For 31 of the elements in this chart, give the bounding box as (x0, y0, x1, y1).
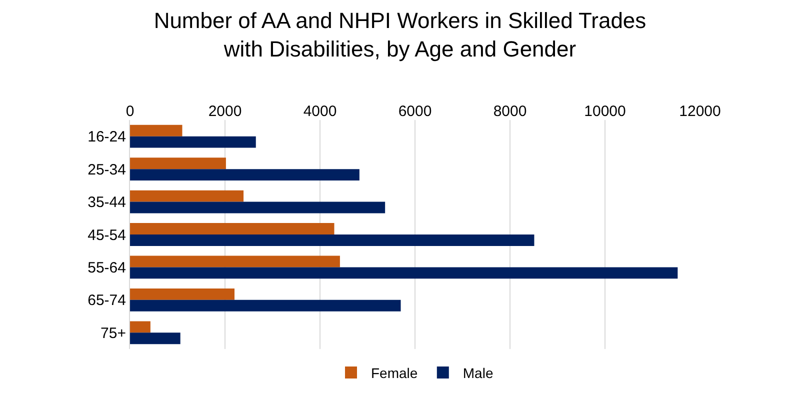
bar (130, 190, 244, 202)
x-tick-label: 0 (126, 103, 134, 120)
bar (130, 256, 340, 268)
y-tick-label: 35-44 (88, 194, 126, 212)
y-tick-label: 25-34 (88, 161, 126, 178)
y-tick-label: 16-24 (88, 128, 126, 146)
bar (130, 124, 182, 136)
bar (130, 158, 226, 170)
bar (130, 267, 678, 279)
bar (130, 300, 401, 312)
bar (130, 234, 534, 246)
bar (130, 332, 180, 344)
bar (130, 288, 234, 300)
bar (130, 202, 386, 214)
legend-label: Male (462, 364, 494, 381)
x-tick-label: 8000 (493, 103, 527, 120)
x-tick-label: 4000 (303, 103, 337, 120)
x-tick-label: 6000 (398, 103, 432, 120)
y-tick-label: 65-74 (88, 292, 126, 310)
bar (130, 169, 360, 181)
bar (130, 136, 256, 148)
x-tick-label: 2000 (208, 103, 242, 120)
y-tick-label: 75+ (100, 324, 126, 342)
legend-label: Female (371, 364, 418, 381)
x-tick-label: 10000 (584, 103, 626, 120)
bar (130, 223, 334, 234)
bar (130, 321, 150, 333)
y-tick-label: 55-64 (88, 259, 126, 276)
y-tick-label: 45-54 (88, 226, 126, 244)
x-tick-label: 12000 (679, 103, 721, 120)
chart-title: Number of AA and NHPI Workers in Skilled Trades with Disabilities, by Age and Gender (154, 8, 646, 62)
